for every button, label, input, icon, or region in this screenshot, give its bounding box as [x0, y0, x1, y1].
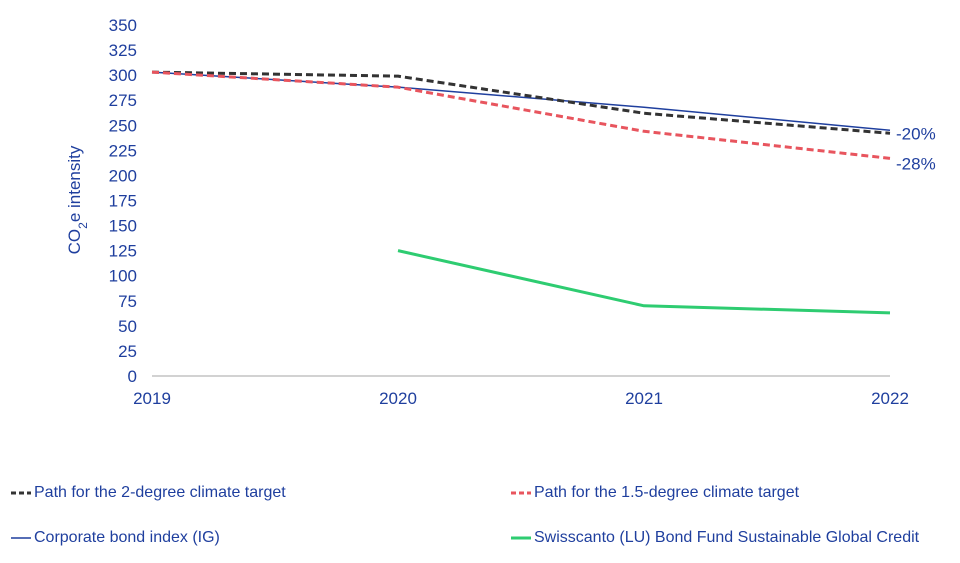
- x-tick-label: 2021: [625, 389, 663, 408]
- legend-swatch-swisscanto-fund: [511, 536, 531, 540]
- legend-label-corporate-bond-index: Corporate bond index (IG): [34, 529, 220, 546]
- y-tick-label: 25: [118, 342, 137, 361]
- series-line-1-5-degree: [151, 70, 891, 160]
- series-group: [151, 70, 891, 315]
- y-tick-label: 50: [118, 317, 137, 336]
- y-tick-label: 175: [109, 192, 137, 211]
- y-tick-label: 200: [109, 166, 137, 185]
- legend-swatch-1-5-degree: [511, 491, 531, 495]
- legend-label-1-5-degree: Path for the 1.5-degree climate target: [534, 484, 800, 501]
- x-tick-label: 2020: [379, 389, 417, 408]
- end-labels: -20% -28%: [896, 124, 936, 173]
- legend-swatch-2-degree: [11, 491, 31, 495]
- annotation-label: -28%: [896, 154, 936, 173]
- y-tick-label: 75: [118, 292, 137, 311]
- annotation-label: -20%: [896, 124, 936, 143]
- x-tick-label: 2022: [871, 389, 909, 408]
- legend-item-1-5-degree: Path for the 1.5-degree climate target: [510, 484, 799, 502]
- series-line-swisscanto-fund: [397, 249, 891, 315]
- legend-item-2-degree: Path for the 2-degree climate target: [10, 484, 286, 502]
- y-tick-label: 0: [128, 367, 137, 386]
- y-axis: 0 25 50 75 100 125 150 175 200 225 250 275 300 325 350: [109, 16, 137, 386]
- legend-label-2-degree: Path for the 2-degree climate target: [34, 484, 286, 501]
- legend-swatch-corporate-bond-index: [11, 537, 31, 539]
- y-axis-label: CO2e intensity: [65, 145, 90, 254]
- y-tick-label: 250: [109, 116, 137, 135]
- y-tick-label: 300: [109, 66, 137, 85]
- y-tick-label: 225: [109, 141, 137, 160]
- legend-item-swisscanto-fund: Swisscanto (LU) Bond Fund Sustainable Gl…: [510, 529, 919, 547]
- y-tick-label: 275: [109, 91, 137, 110]
- y-tick-label: 350: [109, 16, 137, 35]
- y-tick-label: 150: [109, 217, 137, 236]
- legend-item-corporate-bond-index: Corporate bond index (IG): [10, 529, 220, 547]
- y-tick-label: 100: [109, 267, 137, 286]
- legend-label-swisscanto-fund: Swisscanto (LU) Bond Fund Sustainable Gl…: [534, 529, 920, 546]
- series-line-corporate-bond-index: [151, 71, 891, 132]
- x-axis: 2019 2020 2021 2022: [133, 389, 909, 408]
- series-line-2-degree: [151, 70, 891, 135]
- y-tick-label: 125: [109, 242, 137, 261]
- x-tick-label: 2019: [133, 389, 171, 408]
- y-tick-label: 325: [109, 41, 137, 60]
